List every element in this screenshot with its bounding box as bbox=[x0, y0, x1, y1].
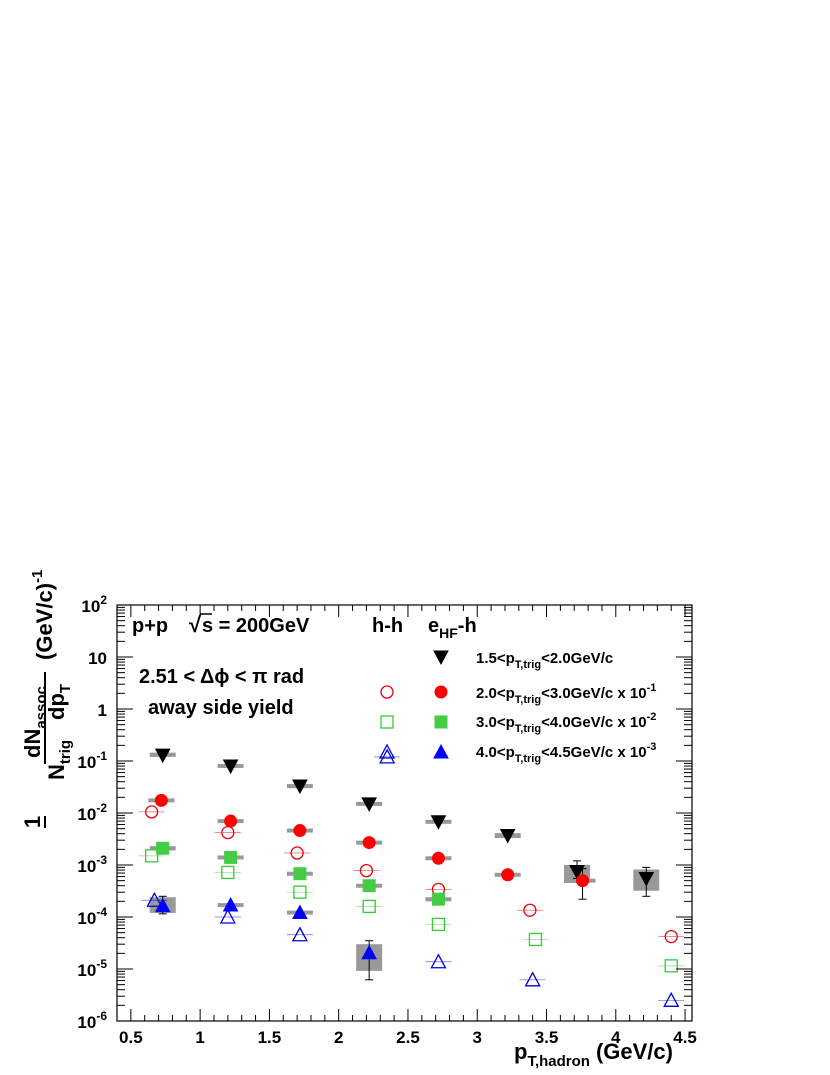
point-hh-2-6 bbox=[663, 991, 680, 1007]
annotation-energy: s = 200GeV bbox=[202, 615, 310, 637]
point-ehf-5-0 bbox=[156, 841, 170, 855]
point-ehf-4-5 bbox=[501, 868, 515, 882]
point-ehf-3-4 bbox=[430, 815, 447, 830]
point-ehf-6-2 bbox=[292, 904, 308, 920]
y-tick-label-4: 10-2 bbox=[77, 801, 107, 824]
y-tick-label-0: 102 bbox=[81, 593, 107, 616]
point-ehf-3-1 bbox=[222, 759, 239, 775]
x-axis-title: pT,hadron (GeV/c) bbox=[514, 1039, 673, 1070]
point-ehf-6-3 bbox=[361, 944, 378, 960]
point-ehf-3-3 bbox=[361, 797, 378, 812]
x-tick-label-2: 1.5 bbox=[258, 1028, 282, 1047]
point-ehf-4-3 bbox=[362, 836, 376, 850]
legend-label-1: 1.5<pT,trig<2.0GeV/c bbox=[476, 650, 613, 671]
annotation-sqrt-symbol: √ bbox=[189, 612, 202, 637]
y-title-one: 1 bbox=[20, 816, 45, 828]
y-tick-label-5: 10-3 bbox=[77, 853, 107, 876]
legend-ehf-marker-2 bbox=[434, 715, 448, 729]
point-hh-2-2 bbox=[291, 926, 308, 942]
annotation-ehf: eHF-h bbox=[428, 615, 477, 641]
point-ehf-6-1 bbox=[222, 896, 239, 912]
legend-markers bbox=[378, 650, 449, 759]
annotation-delta-phi: 2.51 < Δϕ < π rad bbox=[139, 666, 304, 688]
x-tick-label-5: 3 bbox=[473, 1028, 482, 1047]
point-hh-2-5 bbox=[524, 971, 541, 987]
point-ehf-5-2 bbox=[293, 867, 307, 881]
y-tick-label-3: 10-1 bbox=[77, 749, 107, 772]
point-hh-1-0 bbox=[144, 849, 159, 863]
legend-ehf-marker-1 bbox=[434, 685, 448, 699]
point-hh-2-3 bbox=[379, 748, 396, 764]
point-hh-1-2 bbox=[293, 885, 307, 899]
point-ehf-3-5 bbox=[499, 828, 516, 844]
legend-hh-marker-2 bbox=[380, 715, 394, 729]
point-hh-0-2 bbox=[290, 846, 304, 860]
legend-label-2: 2.0<pT,trig<3.0GeV/c x 10-1 bbox=[476, 682, 656, 706]
annotation-system: p+p bbox=[132, 615, 168, 637]
y-tick-label-7: 10-5 bbox=[77, 957, 107, 980]
point-ehf-5-4 bbox=[431, 892, 445, 906]
point-ehf-4-6 bbox=[576, 874, 590, 888]
data-markers bbox=[144, 748, 680, 1007]
y-title-n-trig: Ntrig bbox=[44, 740, 74, 780]
point-ehf-3-2 bbox=[292, 779, 308, 795]
point-ehf-4-4 bbox=[431, 851, 445, 865]
point-ehf-4-2 bbox=[293, 824, 307, 838]
point-hh-0-3 bbox=[359, 863, 374, 878]
legend-hh-marker-1 bbox=[380, 685, 394, 699]
point-ehf-4-1 bbox=[224, 814, 238, 828]
point-hh-1-5 bbox=[528, 932, 543, 947]
point-hh-2-4 bbox=[430, 953, 447, 969]
y-tick-label-2: 1 bbox=[98, 701, 107, 720]
point-ehf-4-0 bbox=[154, 793, 168, 807]
y-axis-title: 1 Ntrig dNassoc dpT (GeV/c)-1 bbox=[20, 570, 74, 829]
legend-ehf-marker-0 bbox=[433, 650, 449, 666]
point-hh-1-6 bbox=[664, 959, 678, 973]
point-ehf-5-1 bbox=[224, 850, 238, 864]
tick-labels: 0.5 1 1.5 2 2.5 3 3.5 4 4.5 102 10 1 10-1 10-2 10-3 10-… bbox=[77, 593, 696, 1047]
y-title-dp: dpT bbox=[44, 684, 74, 720]
point-ehf-6-0 bbox=[154, 897, 171, 913]
x-tick-label-0: 0.5 bbox=[119, 1028, 143, 1047]
legend: 1.5<pT,trig<2.0GeV/c 2.0<pT,trig<3.0GeV/… bbox=[378, 650, 656, 765]
y-tick-label-6: 10-4 bbox=[77, 905, 107, 928]
point-hh-2-1 bbox=[219, 908, 236, 924]
point-hh-0-6 bbox=[664, 929, 678, 944]
legend-hh-marker-3 bbox=[378, 743, 396, 759]
point-ehf-5-3 bbox=[362, 879, 376, 893]
legend-label-4: 4.0<pT,trig<4.5GeV/c x 10-3 bbox=[476, 741, 656, 765]
x-tick-label-4: 2.5 bbox=[396, 1028, 420, 1047]
y-tick-label-8: 10-6 bbox=[77, 1009, 107, 1032]
annotation-away-side: away side yield bbox=[148, 697, 294, 719]
point-hh-1-4 bbox=[431, 917, 446, 932]
point-ehf-3-0 bbox=[154, 748, 171, 764]
point-hh-1-1 bbox=[221, 865, 235, 880]
axis-ticks bbox=[116, 604, 692, 1022]
legend-ehf-marker-3 bbox=[433, 743, 449, 759]
error-bars bbox=[138, 756, 685, 1001]
point-ehf-3-6 bbox=[569, 864, 585, 880]
point-hh-0-0 bbox=[144, 805, 159, 819]
x-tick-label-7: 4 bbox=[611, 1028, 621, 1047]
point-hh-0-5 bbox=[523, 903, 537, 917]
x-tick-label-3: 2 bbox=[334, 1028, 343, 1047]
point-hh-1-3 bbox=[362, 899, 376, 914]
x-tick-label-1: 1 bbox=[195, 1028, 204, 1047]
y-tick-label-1: 10 bbox=[88, 649, 107, 668]
y-title-unit: (GeV/c)-1 bbox=[29, 570, 57, 660]
annotation-hh: h-h bbox=[372, 615, 403, 637]
point-hh-2-0 bbox=[146, 891, 163, 907]
x-tick-label-6: 3.5 bbox=[535, 1028, 559, 1047]
point-ehf-3-7 bbox=[638, 872, 655, 887]
legend-label-3: 3.0<pT,trig<4.0GeV/c x 10-2 bbox=[476, 711, 656, 735]
x-tick-label-8: 4.5 bbox=[673, 1028, 697, 1047]
